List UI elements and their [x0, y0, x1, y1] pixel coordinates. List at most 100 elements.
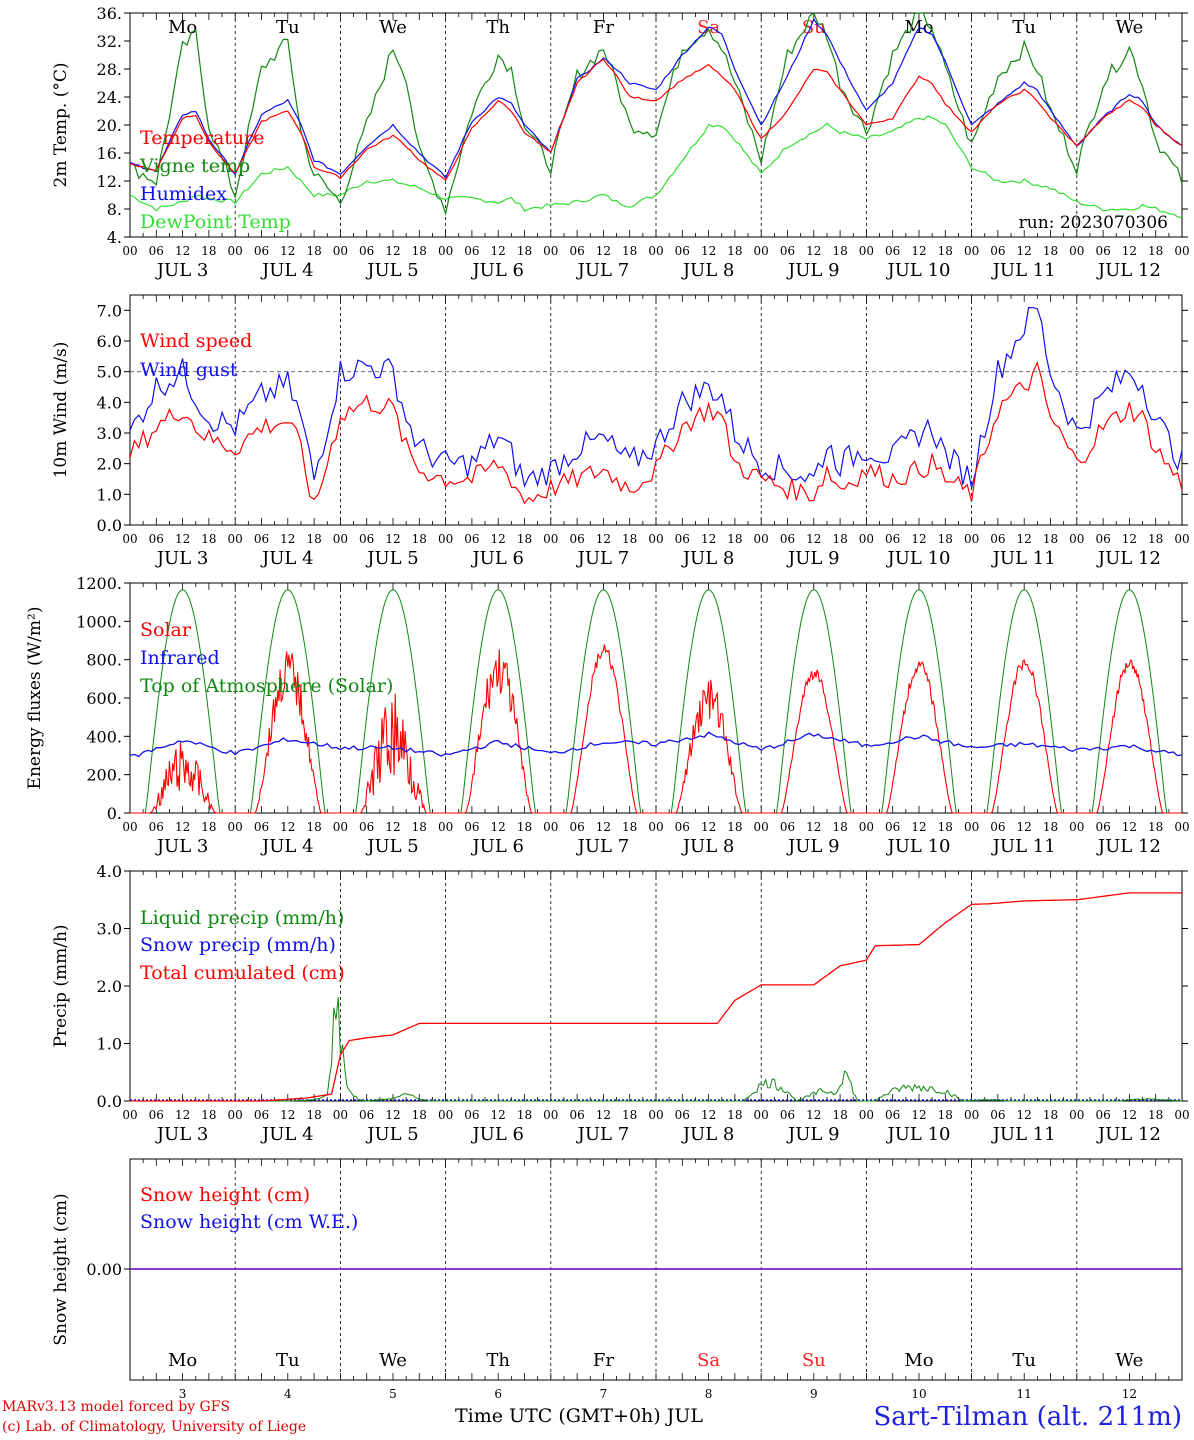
hour-tick-label: 06: [149, 244, 164, 258]
y-tick-label: 0.: [107, 804, 122, 823]
hour-tick-label: 00: [228, 244, 243, 258]
legend-entry: Snow height (cm): [140, 1184, 310, 1206]
run-annotation: run: 2023070306: [1019, 213, 1168, 233]
hour-tick-label: 06: [780, 244, 795, 258]
day-number-label: 8: [705, 1387, 713, 1401]
legend-entry: Top of Atmosphere (Solar): [140, 675, 393, 697]
hour-tick-label: 18: [832, 1108, 847, 1122]
date-label: JUL 9: [786, 548, 840, 569]
hour-tick-label: 12: [911, 244, 926, 258]
hour-tick-label: 00: [1174, 1108, 1189, 1122]
panel-2: 0.0 1.0 2.0 3.0 4.0 5.0 6.0 7.0 10m Wind (m/s) Wi…: [51, 294, 1190, 569]
hour-tick-label: 18: [201, 1108, 216, 1122]
hour-tick-label: 12: [175, 1108, 190, 1122]
hour-tick-label: 18: [412, 1108, 427, 1122]
series-line-3: [129, 115, 1183, 219]
hour-tick-label: 18: [306, 244, 321, 258]
y-tick-label: 4.0: [97, 862, 122, 881]
hour-tick-label: 06: [464, 1108, 479, 1122]
hour-tick-label: 06: [149, 820, 164, 834]
hour-tick-label: 00: [964, 1108, 979, 1122]
weekday-label: Tu: [276, 1350, 300, 1371]
day-number-label: 12: [1122, 1387, 1137, 1401]
hour-tick-label: 12: [491, 244, 506, 258]
legend-entry: Humidex: [140, 183, 227, 205]
hour-tick-label: 18: [201, 244, 216, 258]
date-label: JUL 3: [155, 260, 209, 281]
y-tick-label: 3.0: [97, 920, 122, 939]
hour-tick-label: 00: [438, 244, 453, 258]
weekday-label: Th: [486, 1350, 510, 1371]
day-number-label: 11: [1017, 1387, 1032, 1401]
hour-tick-label: 18: [412, 532, 427, 546]
hour-tick-label: 00: [1069, 532, 1084, 546]
hour-tick-label: 12: [596, 532, 611, 546]
hour-tick-label: 06: [464, 820, 479, 834]
hour-tick-label: 06: [675, 1108, 690, 1122]
y-tick-label: 1200.: [76, 574, 122, 593]
hour-tick-label: 00: [543, 1108, 558, 1122]
y-tick-label: 6.0: [97, 332, 122, 351]
hour-tick-label: 12: [280, 532, 295, 546]
hour-tick-label: 12: [1017, 532, 1032, 546]
hour-tick-label: 00: [859, 820, 874, 834]
hour-tick-label: 00: [333, 244, 348, 258]
hour-tick-label: 12: [701, 532, 716, 546]
y-tick-label: 0.0: [97, 1092, 122, 1111]
hour-tick-label: 12: [385, 244, 400, 258]
date-label: JUL 3: [155, 836, 209, 857]
panel-5: 0.00 Snow height (cm) Snow height (cm) Snow…: [51, 1158, 1183, 1401]
date-label: JUL 7: [576, 836, 630, 857]
y-tick-label: 0.0: [97, 516, 122, 535]
hour-tick-label: 00: [648, 1108, 663, 1122]
day-number-label: 3: [179, 1387, 187, 1401]
y-tick-label: 24.: [97, 88, 122, 107]
series-line-2: [129, 17, 1183, 179]
hour-tick-label: 18: [622, 532, 637, 546]
series-line-0: [129, 58, 1183, 182]
series-line-speed: [129, 361, 1183, 505]
legend-entry: Vigne temp: [139, 155, 250, 177]
legend-entry: Wind speed: [140, 330, 252, 352]
hour-tick-label: 06: [675, 532, 690, 546]
y-tick-label: 2.0: [97, 977, 122, 996]
hour-tick-label: 06: [464, 532, 479, 546]
y-tick-label: 0.00: [86, 1260, 122, 1279]
hour-tick-label: 12: [1017, 244, 1032, 258]
hour-tick-label: 00: [648, 244, 663, 258]
day-number-label: 5: [389, 1387, 397, 1401]
hour-tick-label: 00: [754, 1108, 769, 1122]
hour-tick-label: 12: [1122, 820, 1137, 834]
hour-tick-label: 06: [569, 1108, 584, 1122]
hour-tick-label: 06: [1095, 1108, 1110, 1122]
hour-tick-label: 12: [385, 820, 400, 834]
hour-tick-label: 00: [438, 1108, 453, 1122]
hour-tick-label: 00: [754, 532, 769, 546]
hour-tick-label: 06: [569, 244, 584, 258]
hour-tick-label: 00: [228, 1108, 243, 1122]
weekday-label: Th: [486, 17, 510, 38]
hour-tick-label: 18: [412, 820, 427, 834]
hour-tick-label: 12: [175, 532, 190, 546]
x-axis-label: Time UTC (GMT+0h) JUL: [455, 1405, 703, 1427]
hour-tick-label: 06: [569, 820, 584, 834]
date-label: JUL 6: [470, 836, 524, 857]
date-label: JUL 6: [470, 1124, 524, 1145]
hour-tick-label: 06: [254, 1108, 269, 1122]
date-label: JUL 6: [470, 260, 524, 281]
date-label: JUL 11: [991, 260, 1056, 281]
hour-tick-label: 18: [306, 532, 321, 546]
hour-tick-label: 00: [754, 820, 769, 834]
weekday-label: We: [1116, 1350, 1144, 1371]
day-number-label: 9: [810, 1387, 818, 1401]
y-tick-label: 800.: [86, 651, 122, 670]
series-line-infrared: [129, 731, 1183, 758]
panel-1: 4. 8. 12. 16. 20. 24. 28. 32. 36. 2m Temp. (°C) Mo…: [51, 4, 1190, 281]
weekday-label: Fr: [593, 1350, 614, 1371]
weekday-label: Mo: [168, 1350, 197, 1371]
date-label: JUL 12: [1096, 1124, 1161, 1145]
hour-tick-label: 18: [517, 532, 532, 546]
hour-tick-label: 06: [990, 1108, 1005, 1122]
series-line-gust: [129, 306, 1183, 489]
hour-tick-label: 18: [201, 820, 216, 834]
